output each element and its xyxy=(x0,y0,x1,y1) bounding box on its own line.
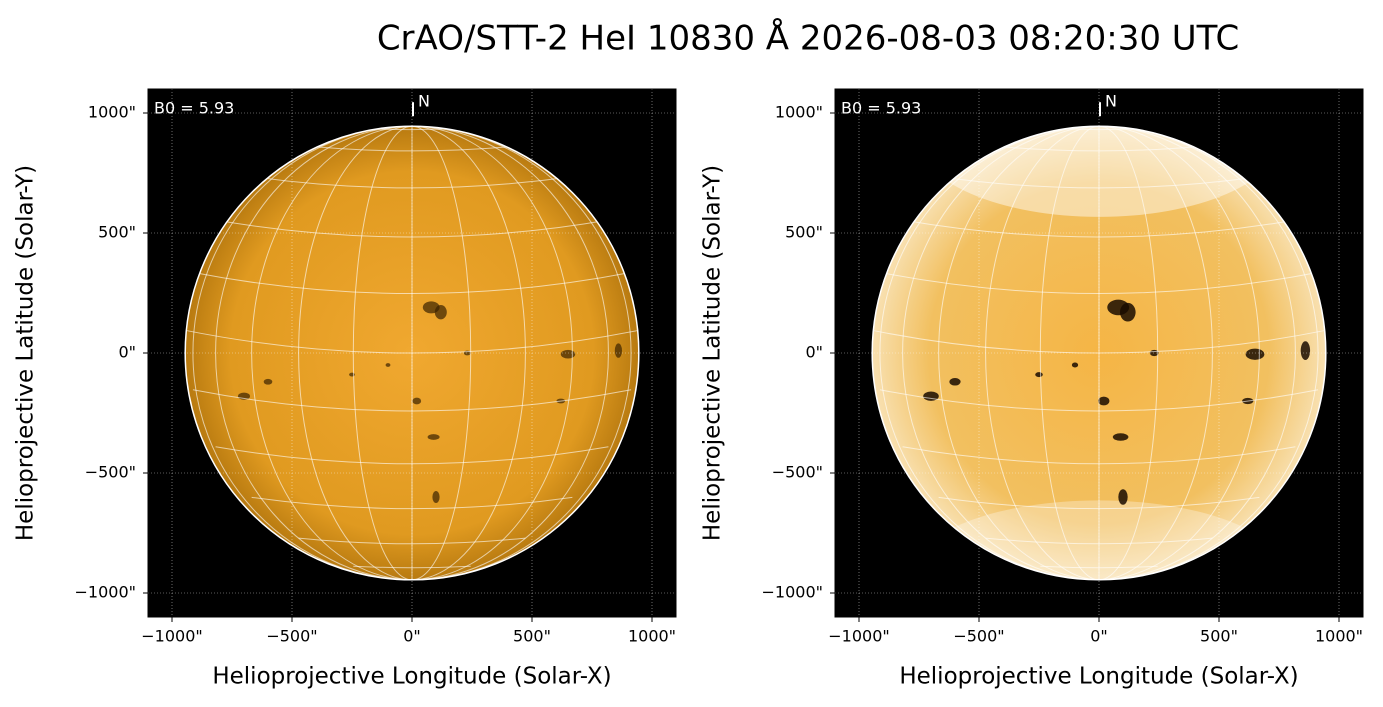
longitude-line xyxy=(1098,126,1213,580)
axes-frame xyxy=(147,88,677,618)
dark-feature xyxy=(1071,362,1079,368)
x-tick-label: −1000" xyxy=(141,627,202,646)
dark-feature xyxy=(1118,489,1128,505)
north-label: N xyxy=(1105,92,1117,111)
b0-annotation: B0 = 5.93 xyxy=(154,99,234,118)
axes-frame xyxy=(834,88,1364,618)
y-tick-label: −1000" xyxy=(762,583,823,602)
x-tick-label: −500" xyxy=(953,627,1004,646)
y-tick-label: 500" xyxy=(785,223,823,242)
dark-feature xyxy=(432,491,440,503)
longitude-line xyxy=(1098,126,1260,580)
b0-annotation: B0 = 5.93 xyxy=(841,99,921,118)
longitude-line xyxy=(352,126,413,580)
longitude-line xyxy=(215,126,413,580)
y-tick-label: 0" xyxy=(118,343,136,362)
longitude-line xyxy=(411,126,573,580)
y-axis-label: Helioprojective Latitude (Solar-Y) xyxy=(13,165,39,541)
longitude-line xyxy=(411,126,609,580)
longitude-line xyxy=(1039,126,1100,580)
y-tick-label: 500" xyxy=(98,223,136,242)
dark-feature xyxy=(1112,433,1129,441)
x-tick-label: −1000" xyxy=(828,627,889,646)
longitude-line xyxy=(1098,126,1296,580)
dark-feature xyxy=(427,434,440,440)
longitude-line xyxy=(1098,126,1319,580)
y-tick-label: −1000" xyxy=(75,583,136,602)
longitude-line xyxy=(411,126,472,580)
limb xyxy=(184,125,640,581)
dark-feature xyxy=(1035,372,1043,378)
limb xyxy=(871,125,1327,581)
dark-feature xyxy=(949,378,961,386)
x-axis-label: Helioprojective Longitude (Solar-X) xyxy=(212,664,611,690)
longitude-line xyxy=(411,126,526,580)
dark-feature xyxy=(560,349,576,359)
dark-feature xyxy=(923,391,939,401)
longitude-line xyxy=(251,126,413,580)
longitude-line xyxy=(902,126,1100,580)
y-axis-label: Helioprojective Latitude (Solar-Y) xyxy=(700,165,726,541)
dark-feature xyxy=(263,378,273,385)
panel: −1000" −500" 0" 500" 1000" −1000" −500" 0" 500" 1… xyxy=(700,88,1364,690)
longitude-line xyxy=(1098,126,1159,580)
y-tick-label: 1000" xyxy=(88,103,136,122)
dark-feature xyxy=(385,363,391,367)
y-tick-label: 0" xyxy=(805,343,823,362)
dark-feature xyxy=(614,343,623,358)
y-tick-label: −500" xyxy=(772,463,823,482)
dark-feature xyxy=(412,397,422,405)
x-tick-label: 500" xyxy=(1200,627,1238,646)
figure-title: CrAO/STT-2 HeI 10830 Å 2026-08-03 08:20:… xyxy=(377,18,1239,59)
x-tick-label: 0" xyxy=(403,627,421,646)
panel: −1000" −500" 0" 500" 1000" −1000" −500" 0" 500" 1… xyxy=(13,88,677,690)
x-tick-label: 0" xyxy=(1090,627,1108,646)
dark-feature xyxy=(1245,348,1265,360)
longitude-line xyxy=(411,126,632,580)
x-axis-label: Helioprojective Longitude (Solar-X) xyxy=(899,664,1298,690)
x-tick-label: 500" xyxy=(513,627,551,646)
dark-feature xyxy=(1120,302,1136,322)
y-tick-label: 1000" xyxy=(775,103,823,122)
y-tick-label: −500" xyxy=(85,463,136,482)
x-tick-label: −500" xyxy=(266,627,317,646)
x-tick-label: 1000" xyxy=(1315,627,1363,646)
dark-feature xyxy=(434,305,447,320)
x-tick-label: 1000" xyxy=(628,627,676,646)
dark-feature xyxy=(1300,341,1311,360)
longitude-line xyxy=(938,126,1100,580)
dark-feature xyxy=(1098,396,1110,406)
north-label: N xyxy=(418,92,430,111)
